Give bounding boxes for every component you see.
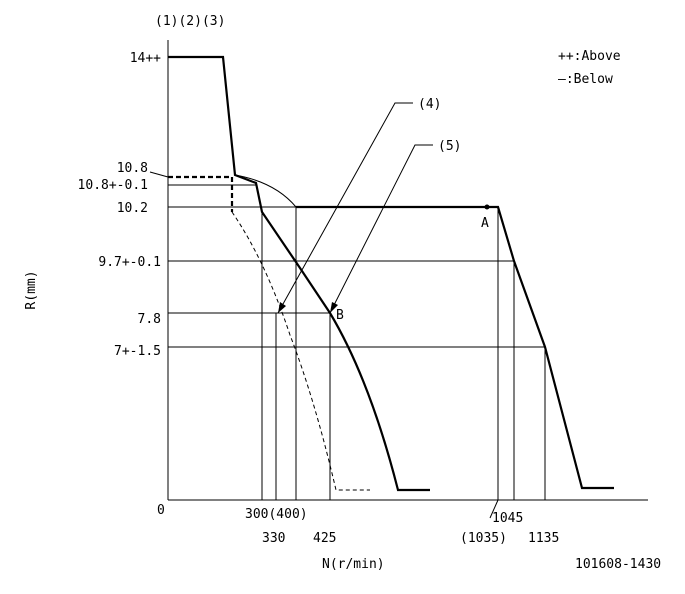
x-label: 300(400) xyxy=(245,507,308,522)
x-label: 425 xyxy=(313,531,336,546)
y-label: R(mm) xyxy=(24,270,39,309)
y-label: 7+-1.5 xyxy=(114,344,161,359)
x-label: (1035) xyxy=(460,531,507,546)
point-label: A xyxy=(481,216,489,231)
code: 101608-1430 xyxy=(575,557,661,572)
y-label: 9.7+-0.1 xyxy=(98,255,161,270)
y-label: 7.8 xyxy=(138,312,161,327)
x-label: 1045 xyxy=(492,511,523,526)
y-label: 10.8+-0.1 xyxy=(78,178,148,193)
y-label: 14++ xyxy=(130,51,161,66)
note: (4) xyxy=(418,97,441,112)
x-label: 330 xyxy=(262,531,285,546)
point-label: B xyxy=(336,308,344,323)
y-label: 10.8 xyxy=(117,161,148,176)
note: (5) xyxy=(438,139,461,154)
y-label: 10.2 xyxy=(117,201,148,216)
x-label: 1135 xyxy=(528,531,559,546)
legend-above: ++:Above xyxy=(558,49,621,64)
lines xyxy=(149,40,648,519)
origin: 0 xyxy=(157,503,165,518)
x-label: N(r/min) xyxy=(322,557,385,572)
conditions: (1)(2)(3) xyxy=(155,14,225,29)
legend-below: —:Below xyxy=(558,72,613,87)
